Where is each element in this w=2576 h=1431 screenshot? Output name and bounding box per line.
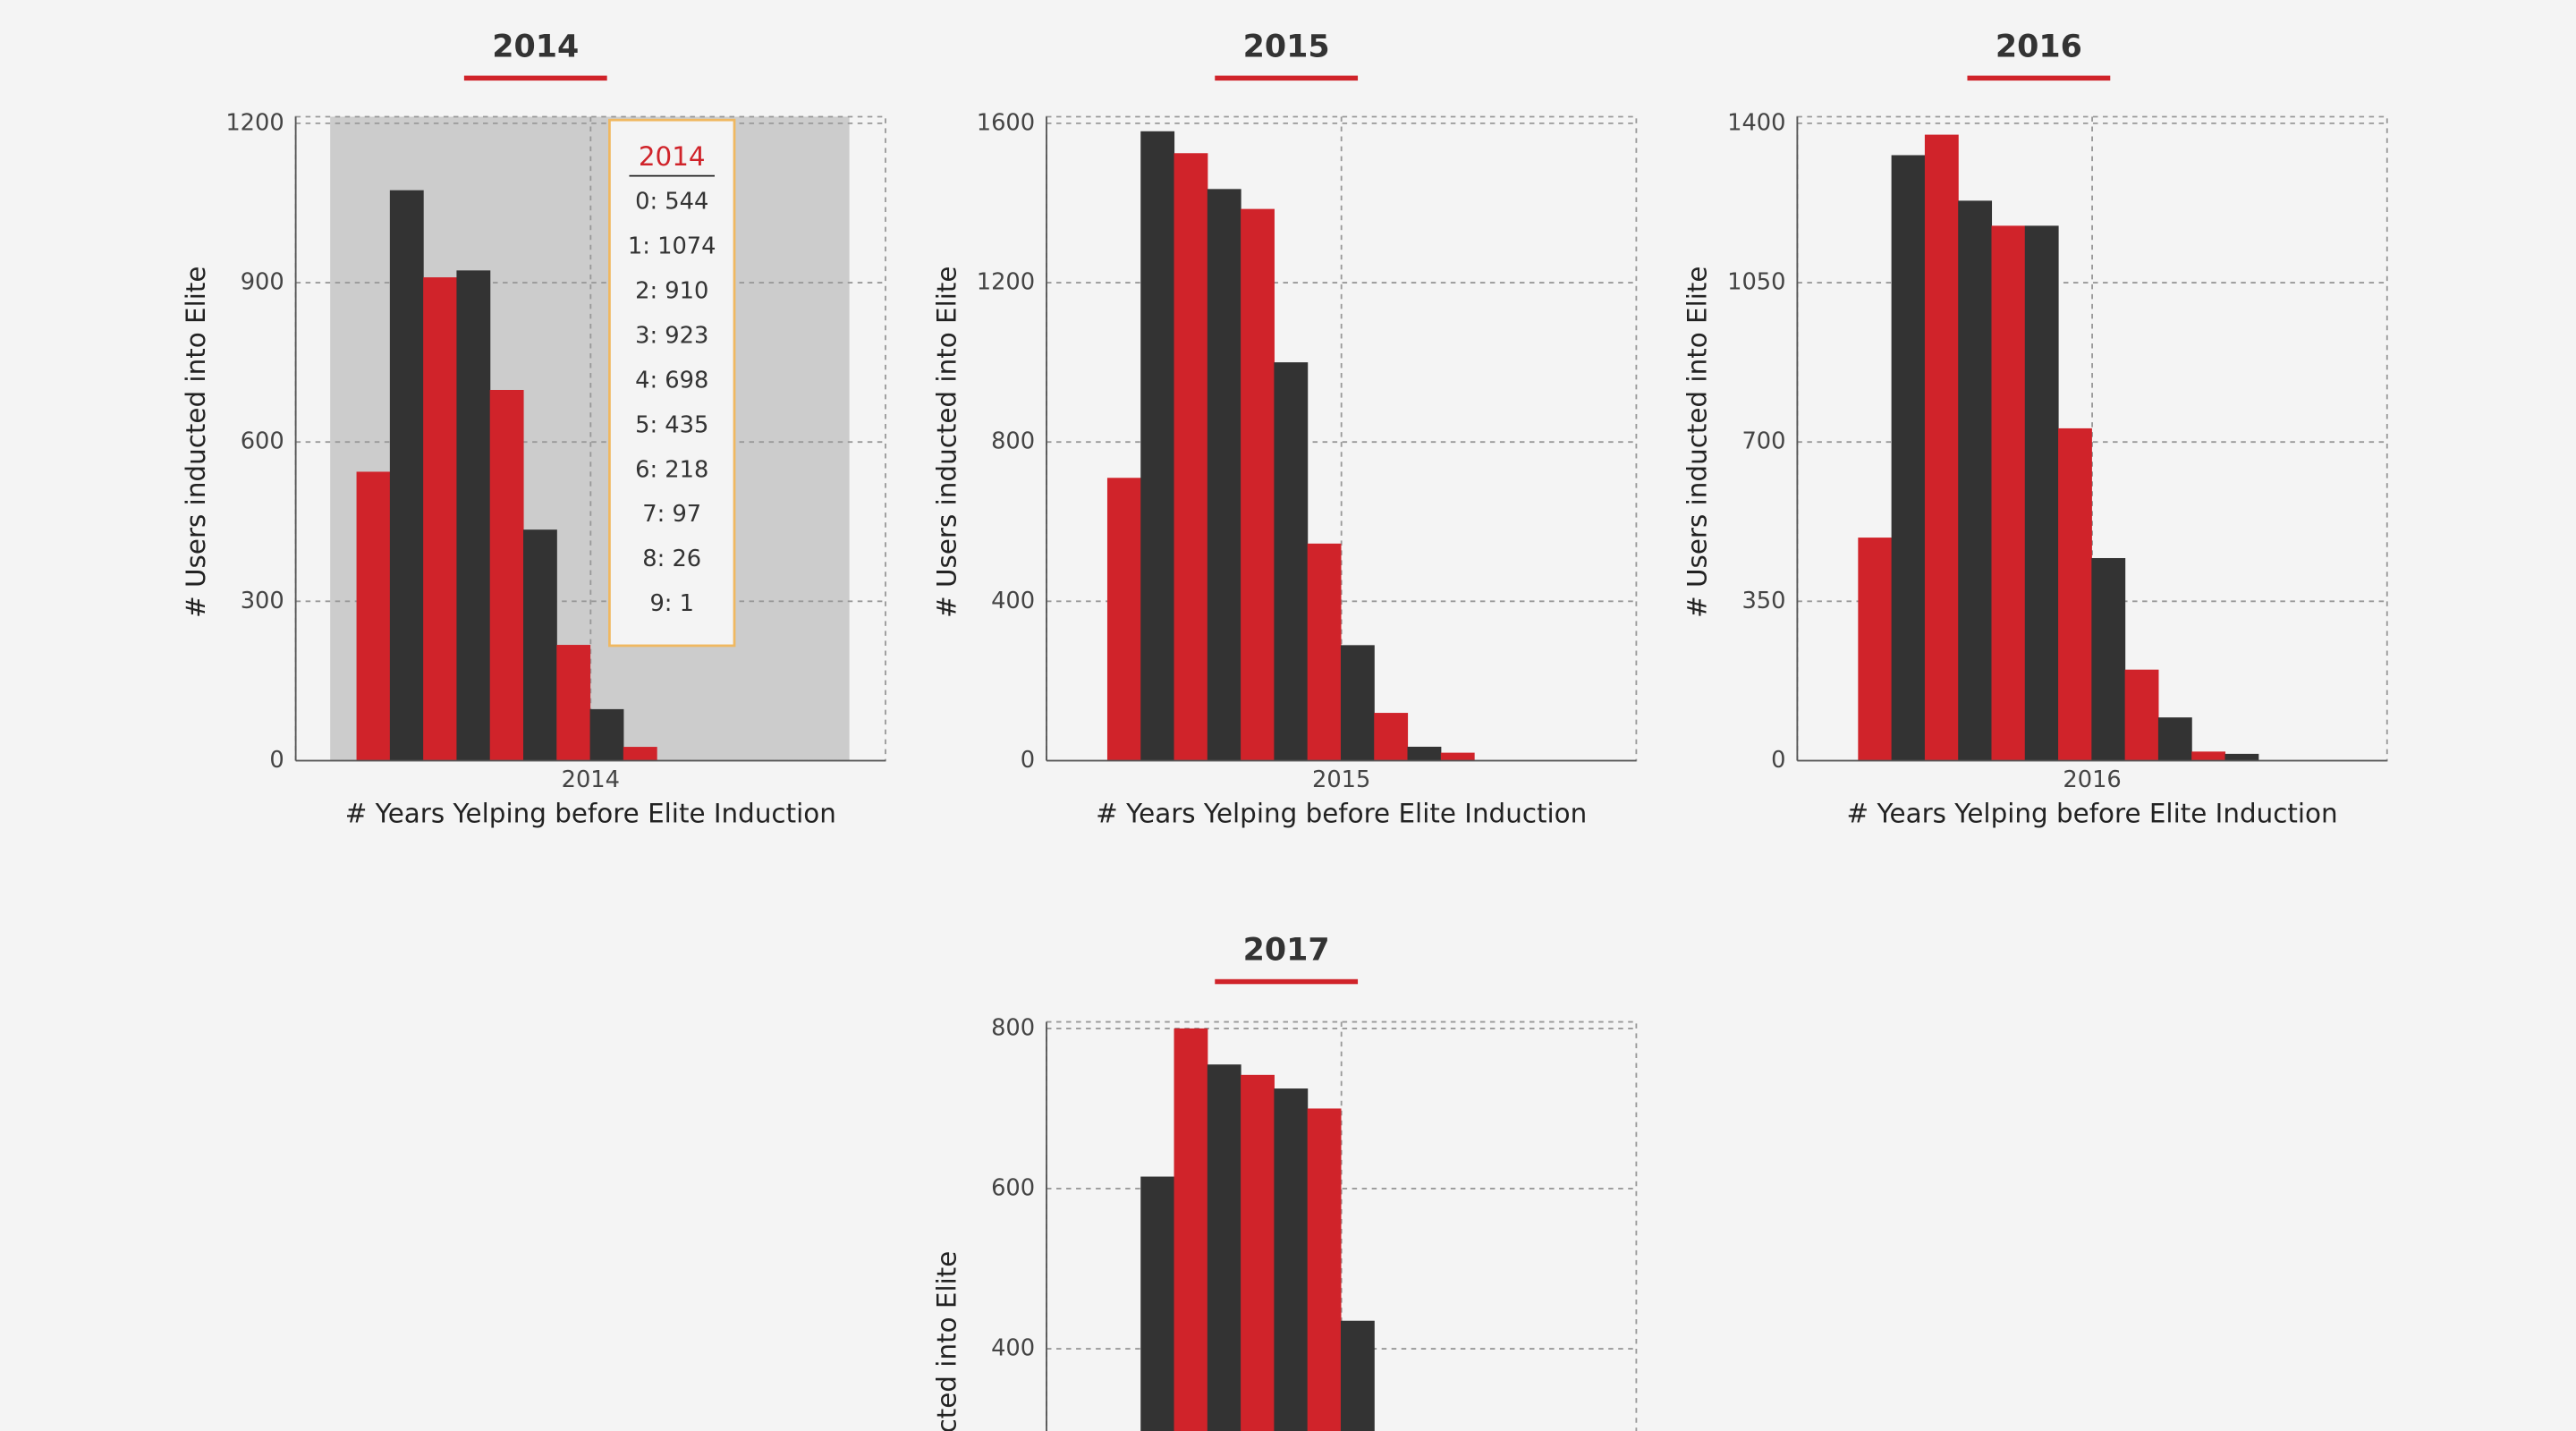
chart-title: 2017 (1243, 933, 1330, 969)
title-underline (1967, 75, 2111, 81)
x-axis-title: # Years Yelping before Elite Induction (1847, 799, 2338, 829)
bar (456, 270, 491, 761)
bar (1241, 208, 1275, 761)
bar (1274, 1088, 1309, 1431)
bar (1241, 1074, 1275, 1431)
tooltip-line: 2: 910 (635, 277, 708, 304)
bar (523, 529, 557, 761)
title-underline (1215, 75, 1359, 81)
bar (1958, 200, 1993, 761)
y-tick-label: 600 (241, 428, 284, 455)
y-tick-label: 1050 (1727, 269, 1785, 296)
x-tick-label: 2014 (562, 766, 620, 793)
y-axis-title: # Users inducted into Elite (1682, 266, 1713, 617)
bar (1207, 1064, 1241, 1431)
bar (1891, 155, 1926, 761)
y-tick-label: 800 (991, 428, 1035, 455)
bar (1340, 1320, 1375, 1431)
y-axis-title: # Users inducted into Elite (931, 1251, 962, 1431)
bar (2124, 669, 2159, 761)
bar (1374, 713, 1409, 761)
y-tick-label: 1200 (977, 269, 1035, 296)
y-tick-label: 1200 (225, 109, 284, 136)
tooltip-line: 7: 97 (642, 501, 701, 528)
y-tick-label: 400 (991, 1335, 1035, 1362)
tooltip-line: 4: 698 (635, 367, 708, 394)
tooltip-line: 9: 1 (649, 590, 694, 617)
x-tick-label: 2016 (2063, 766, 2121, 793)
bar (1207, 189, 1241, 761)
y-tick-label: 300 (241, 588, 284, 614)
tooltip-line: 8: 26 (642, 546, 701, 572)
tooltip-line: 6: 218 (635, 456, 708, 483)
chart-title: 2014 (492, 29, 579, 64)
y-tick-label: 800 (991, 1014, 1035, 1041)
tooltip-line: 5: 435 (635, 411, 708, 438)
title-underline (1215, 978, 1359, 985)
bar (2191, 751, 2226, 761)
bar (1858, 538, 1893, 761)
y-tick-label: 400 (991, 588, 1035, 614)
tooltip-line: 1: 1074 (628, 233, 716, 259)
bar (1924, 134, 1959, 761)
title-underline (463, 75, 607, 81)
bar (1307, 543, 1342, 761)
x-tick-label: 2015 (1312, 766, 1370, 793)
chart-title: 2016 (1996, 29, 2082, 64)
tooltip-line: 3: 923 (635, 322, 708, 349)
tooltip-title: 2014 (639, 141, 706, 172)
chart-title: 2015 (1243, 29, 1330, 64)
bar (1174, 153, 1208, 761)
bar (589, 708, 624, 761)
bar (1307, 1108, 1342, 1431)
bar (1340, 645, 1375, 761)
bar (1991, 225, 2026, 761)
bar (356, 471, 391, 761)
tooltip-line: 0: 544 (635, 189, 708, 216)
y-tick-label: 900 (241, 269, 284, 296)
bar (489, 389, 524, 761)
bar (1174, 1028, 1208, 1431)
bar (1140, 131, 1175, 761)
bar (2157, 717, 2192, 761)
y-tick-label: 1600 (977, 109, 1035, 136)
y-tick-label: 0 (1771, 747, 1785, 774)
bar (2024, 225, 2059, 761)
y-tick-label: 1400 (1727, 109, 1785, 136)
bar (1274, 362, 1309, 761)
y-axis-title: # Users inducted into Elite (181, 266, 211, 617)
bar (2224, 753, 2259, 761)
y-tick-label: 0 (269, 747, 284, 774)
y-tick-label: 0 (1021, 747, 1035, 774)
bar (389, 190, 424, 761)
y-tick-label: 600 (991, 1174, 1035, 1201)
y-tick-label: 700 (1741, 428, 1785, 455)
tooltip (608, 118, 736, 648)
y-tick-label: 350 (1741, 588, 1785, 614)
bar (2091, 557, 2126, 761)
bar (1140, 1176, 1175, 1431)
x-axis-title: # Years Yelping before Elite Induction (1096, 799, 1587, 829)
bar (556, 645, 591, 761)
x-axis-title: # Years Yelping before Elite Induction (345, 799, 836, 829)
bar (1407, 746, 1442, 761)
bar (1106, 478, 1141, 761)
y-axis-title: # Users inducted into Elite (931, 266, 962, 617)
bar (623, 747, 657, 761)
bar (1440, 752, 1475, 761)
bar (423, 277, 457, 761)
bar (2058, 428, 2092, 761)
